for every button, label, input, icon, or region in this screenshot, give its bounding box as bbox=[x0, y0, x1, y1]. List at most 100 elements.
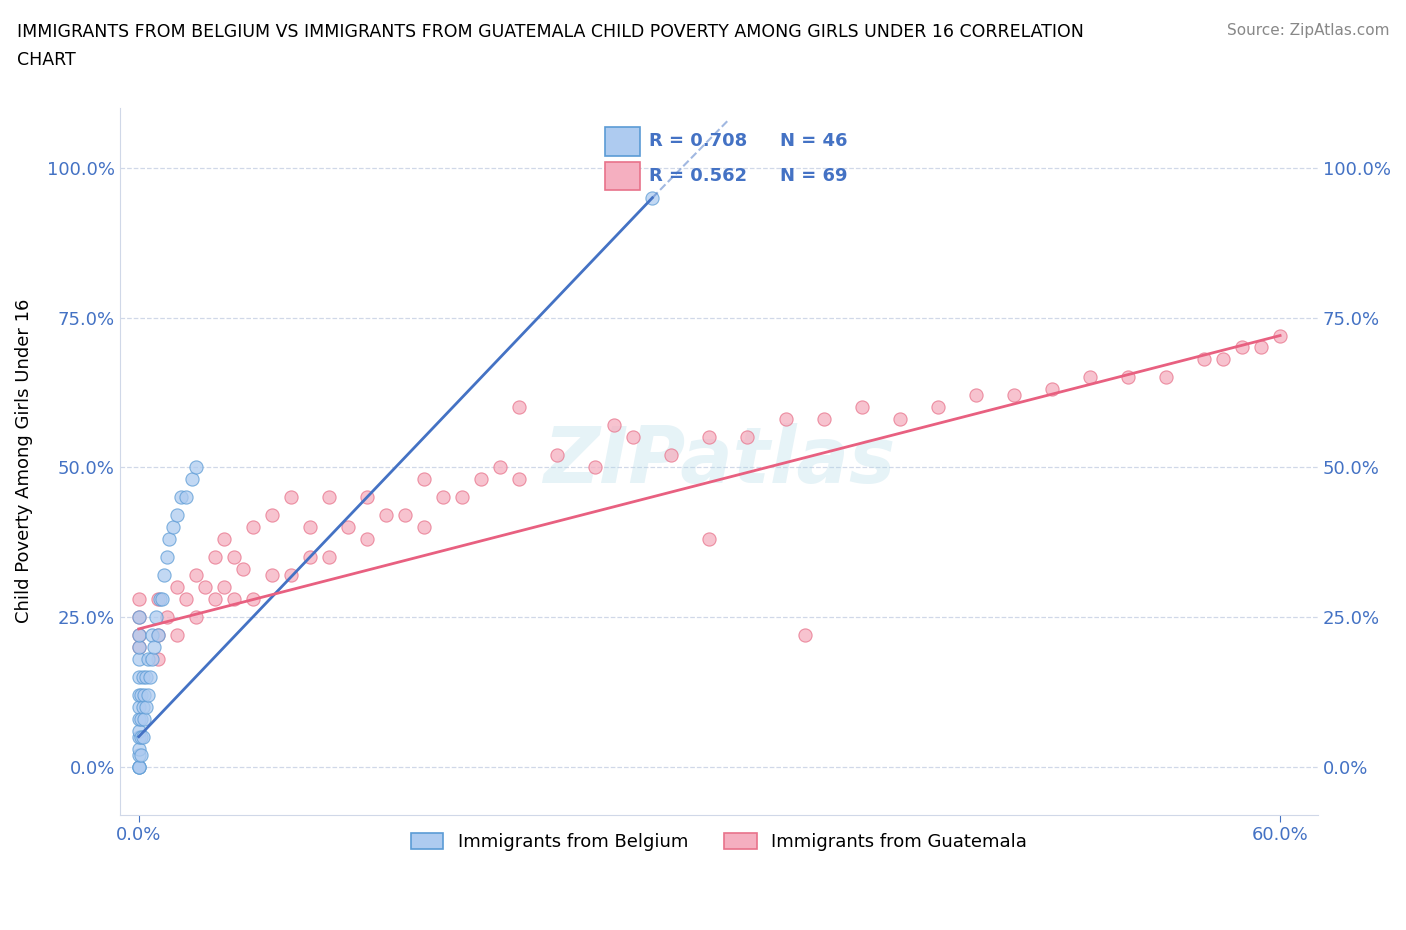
Point bbox=[1078, 370, 1101, 385]
Point bbox=[131, 699, 153, 714]
Point bbox=[1212, 352, 1234, 367]
Point bbox=[1040, 382, 1063, 397]
Point bbox=[318, 490, 340, 505]
Point bbox=[1116, 370, 1139, 385]
Point bbox=[927, 400, 949, 415]
Point bbox=[128, 759, 150, 774]
Point bbox=[181, 472, 204, 486]
Point bbox=[176, 591, 198, 606]
Point bbox=[413, 472, 436, 486]
Point bbox=[150, 591, 173, 606]
Point bbox=[222, 550, 245, 565]
Point bbox=[139, 670, 162, 684]
Point bbox=[1230, 340, 1253, 355]
Text: Source: ZipAtlas.com: Source: ZipAtlas.com bbox=[1226, 23, 1389, 38]
Point bbox=[1268, 328, 1291, 343]
Point bbox=[128, 640, 150, 655]
Point bbox=[128, 747, 150, 762]
Point bbox=[337, 520, 360, 535]
Point bbox=[793, 628, 815, 643]
Point bbox=[162, 520, 184, 535]
Point bbox=[546, 448, 568, 463]
Point bbox=[470, 472, 492, 486]
Point bbox=[394, 508, 416, 523]
Point bbox=[128, 699, 150, 714]
Point bbox=[280, 490, 302, 505]
Point bbox=[1154, 370, 1177, 385]
Point bbox=[128, 628, 150, 643]
Point bbox=[775, 412, 797, 427]
Point bbox=[129, 747, 152, 762]
Point bbox=[128, 609, 150, 624]
Point bbox=[128, 724, 150, 738]
Point bbox=[143, 640, 166, 655]
Point bbox=[1192, 352, 1215, 367]
Point bbox=[136, 651, 159, 666]
Point bbox=[260, 508, 283, 523]
Point bbox=[508, 472, 530, 486]
Point bbox=[232, 562, 254, 577]
Point bbox=[152, 567, 174, 582]
Point bbox=[204, 591, 226, 606]
Point bbox=[128, 687, 150, 702]
Point bbox=[184, 567, 207, 582]
Point bbox=[432, 490, 454, 505]
Point bbox=[146, 628, 169, 643]
Point bbox=[1002, 388, 1025, 403]
Point bbox=[128, 759, 150, 774]
Point bbox=[661, 448, 683, 463]
Point bbox=[621, 430, 644, 445]
Point bbox=[128, 640, 150, 655]
Point bbox=[298, 550, 321, 565]
Point bbox=[128, 591, 150, 606]
Point bbox=[184, 609, 207, 624]
Point bbox=[145, 609, 167, 624]
Point bbox=[603, 418, 626, 432]
Point bbox=[128, 651, 150, 666]
Point bbox=[851, 400, 873, 415]
Point bbox=[176, 490, 198, 505]
Point bbox=[128, 729, 150, 744]
Point bbox=[260, 567, 283, 582]
Point bbox=[166, 508, 188, 523]
Point bbox=[280, 567, 302, 582]
Point bbox=[169, 490, 191, 505]
Point bbox=[214, 532, 236, 547]
Point bbox=[146, 628, 169, 643]
Point bbox=[157, 532, 180, 547]
Point bbox=[136, 687, 159, 702]
Point bbox=[156, 609, 179, 624]
Legend: Immigrants from Belgium, Immigrants from Guatemala: Immigrants from Belgium, Immigrants from… bbox=[404, 826, 1035, 858]
Point bbox=[298, 520, 321, 535]
Point bbox=[583, 459, 606, 474]
Point bbox=[222, 591, 245, 606]
Point bbox=[356, 490, 378, 505]
Point bbox=[134, 687, 156, 702]
Point bbox=[146, 591, 169, 606]
Y-axis label: Child Poverty Among Girls Under 16: Child Poverty Among Girls Under 16 bbox=[15, 299, 32, 623]
Point bbox=[131, 729, 153, 744]
Point bbox=[508, 400, 530, 415]
Point bbox=[214, 579, 236, 594]
Point bbox=[641, 191, 664, 206]
Point bbox=[141, 628, 163, 643]
Point bbox=[356, 532, 378, 547]
Point bbox=[146, 651, 169, 666]
Point bbox=[1250, 340, 1272, 355]
Point bbox=[156, 550, 179, 565]
Point bbox=[166, 579, 188, 594]
Point bbox=[699, 532, 721, 547]
Point bbox=[889, 412, 911, 427]
Point bbox=[194, 579, 217, 594]
Point bbox=[134, 711, 156, 726]
Point bbox=[149, 591, 172, 606]
Text: CHART: CHART bbox=[17, 51, 76, 69]
Point bbox=[128, 711, 150, 726]
Point bbox=[318, 550, 340, 565]
Text: IMMIGRANTS FROM BELGIUM VS IMMIGRANTS FROM GUATEMALA CHILD POVERTY AMONG GIRLS U: IMMIGRANTS FROM BELGIUM VS IMMIGRANTS FR… bbox=[17, 23, 1084, 41]
Point bbox=[242, 520, 264, 535]
Point bbox=[135, 699, 157, 714]
Text: ZIPatlas: ZIPatlas bbox=[543, 423, 896, 499]
Point bbox=[413, 520, 436, 535]
Point bbox=[129, 729, 152, 744]
